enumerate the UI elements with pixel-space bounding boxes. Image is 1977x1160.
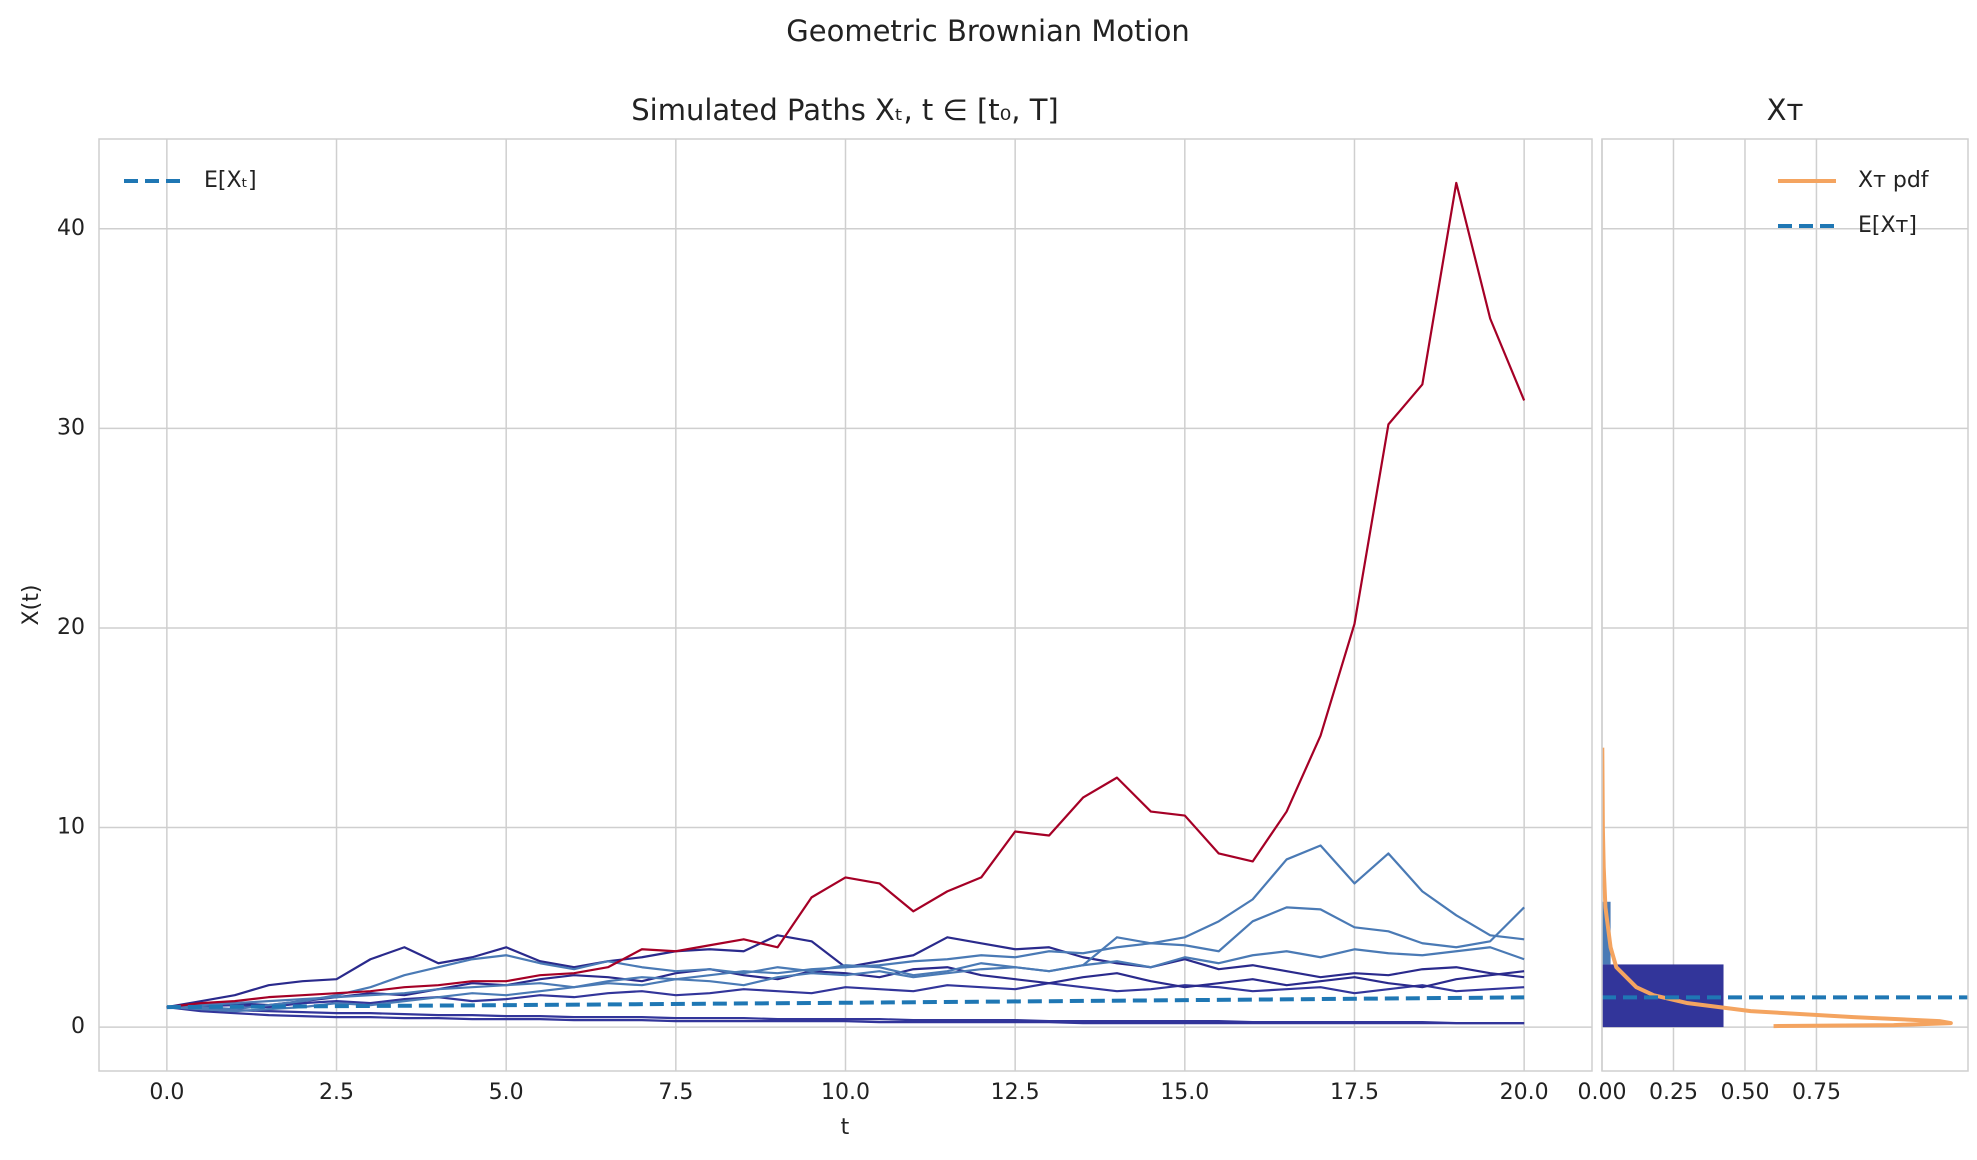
x-tick-label: 20.0 bbox=[1500, 1080, 1549, 1105]
y-tick-label: 20 bbox=[57, 615, 85, 640]
y-tick-label: 0 bbox=[71, 1014, 85, 1039]
legend-label: E[Xᴛ] bbox=[1858, 213, 1917, 238]
path-line bbox=[166, 1006, 1525, 1025]
path-line bbox=[166, 946, 1525, 1013]
legend-label: Xᴛ pdf bbox=[1858, 168, 1930, 193]
x-tick-label: 0.75 bbox=[1792, 1080, 1841, 1105]
path-line bbox=[166, 181, 1526, 1009]
path-line bbox=[166, 982, 1525, 1009]
left-title: Simulated Paths Xₜ, t ∈ [t₀, T] bbox=[631, 93, 1059, 127]
x-tick-label: 0.50 bbox=[1720, 1080, 1769, 1105]
x-tick-label: 0.00 bbox=[1578, 1080, 1627, 1105]
x-tick-label: 0.0 bbox=[149, 1080, 184, 1105]
plot-frame bbox=[1601, 138, 1969, 1072]
path-line bbox=[166, 906, 1525, 1011]
x-tick-label: 12.5 bbox=[991, 1080, 1040, 1105]
path-line bbox=[166, 844, 1525, 1009]
x-tick-label: 7.5 bbox=[658, 1080, 693, 1105]
path-line bbox=[166, 995, 1525, 1010]
x-axis-label: t bbox=[841, 1115, 850, 1140]
x-tick-label: 17.5 bbox=[1330, 1080, 1379, 1105]
plot-area bbox=[1602, 747, 1968, 1029]
x-tick-label: 5.0 bbox=[489, 1080, 524, 1105]
x-tick-label: 15.0 bbox=[1160, 1080, 1209, 1105]
x-tick-label: 0.25 bbox=[1649, 1080, 1698, 1105]
plot-frame bbox=[98, 138, 1593, 1072]
legend-label: E[Xₜ] bbox=[204, 168, 257, 193]
pdf-line bbox=[1602, 747, 1953, 1029]
hist-bar bbox=[1602, 901, 1611, 965]
y-tick-label: 30 bbox=[57, 415, 85, 440]
y-tick-label: 10 bbox=[57, 815, 85, 840]
plot-area bbox=[166, 181, 1526, 1025]
figure-title: Geometric Brownian Motion bbox=[786, 14, 1189, 48]
y-axis-label: X(t) bbox=[19, 585, 44, 626]
x-tick-label: 10.0 bbox=[821, 1080, 870, 1105]
x-tick-label: 2.5 bbox=[319, 1080, 354, 1105]
y-tick-label: 40 bbox=[57, 216, 85, 241]
right-title: Xᴛ bbox=[1767, 93, 1804, 127]
